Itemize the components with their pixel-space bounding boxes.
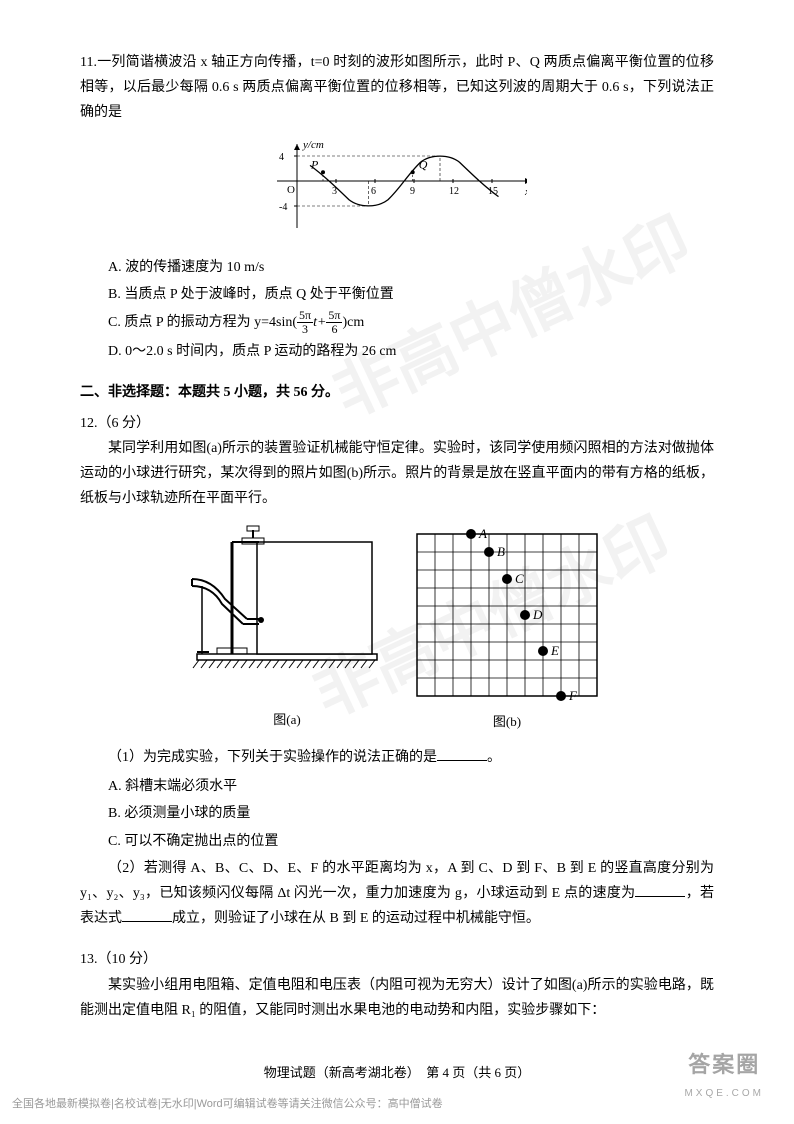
- svg-text:Q: Q: [419, 157, 428, 171]
- page-footer: 物理试题（新高考湖北卷） 第 4 页（共 6 页）: [80, 1061, 714, 1084]
- q12-fig-a-col: 图(a): [187, 524, 387, 733]
- section2-title: 二、非选择题：本题共 5 小题，共 56 分。: [80, 380, 714, 405]
- q11-chart: x/my/cm36912154-4PQO: [267, 136, 527, 236]
- svg-text:x/m: x/m: [524, 186, 527, 198]
- svg-text:C: C: [515, 571, 524, 586]
- q11-option-c: C. 质点 P 的振动方程为 y=4sin(5π3t+5π6)cm: [108, 309, 714, 336]
- q12-option-b-text: 必须测量小球的质量: [124, 806, 250, 821]
- svg-text:-4: -4: [279, 202, 287, 213]
- q12-sub2-p1: （2）若测得 A、B、C、D、E、F 的水平距离均为 x，A 到 C、D 到 F…: [80, 861, 714, 901]
- svg-text:4: 4: [279, 152, 284, 163]
- question-11: 11.一列简谐横波沿 x 轴正方向传播，t=0 时刻的波形如图所示，此时 P、Q…: [80, 50, 714, 364]
- svg-text:12: 12: [449, 186, 459, 197]
- q12-option-b: B. 必须测量小球的质量: [108, 801, 714, 826]
- q11-c-frac1-num: 5π: [297, 309, 313, 323]
- q12-option-c: C. 可以不确定抛出点的位置: [108, 829, 714, 854]
- q12-option-a-text: 斜槽末端必须水平: [125, 779, 237, 794]
- bottom-note: 全国各地最新模拟卷|名校试卷|无水印|Word可编辑试卷等请关注微信公众号：高中…: [12, 1095, 443, 1115]
- q11-c-mid: t+: [313, 315, 326, 330]
- svg-text:B: B: [497, 544, 505, 559]
- q11-chart-wrap: x/my/cm36912154-4PQO: [80, 136, 714, 245]
- svg-text:9: 9: [410, 186, 415, 197]
- q12-sub2-p3: 成立，则验证了小球在从 B 到 E 的运动过程中机械能守恒。: [172, 911, 540, 926]
- q12-points: （6 分）: [98, 416, 151, 431]
- q11-option-d: D. 0～2.0 s 时间内，质点 P 运动的路程为 26 cm: [108, 339, 714, 364]
- q11-option-d-text: 0～2.0 s 时间内，质点 P 运动的路程为 26 cm: [125, 344, 396, 359]
- q11-option-b-text: 当质点 P 处于波峰时，质点 Q 处于平衡位置: [124, 287, 393, 302]
- svg-text:D: D: [532, 607, 543, 622]
- q12-figures: 图(a) ABC D E F 图(b): [80, 524, 714, 733]
- q11-option-c-suffix: cm: [347, 315, 364, 330]
- logo-dom: MXQE.COM: [684, 1085, 764, 1103]
- svg-text:A: A: [478, 526, 487, 541]
- q13-header: 13.（10 分）: [80, 947, 714, 972]
- q11-option-a-text: 波的传播速度为 10 m/s: [125, 260, 264, 275]
- q12-option-a: A. 斜槽末端必须水平: [108, 774, 714, 799]
- q12-number: 12.: [80, 416, 98, 431]
- q13-text: 某实验小组用电阻箱、定值电阻和电压表（内阻可视为无穷大）设计了如图(a)所示的实…: [80, 973, 714, 1023]
- q11-c-frac2-den: 6: [326, 323, 342, 336]
- q11-body: 一列简谐横波沿 x 轴正方向传播，t=0 时刻的波形如图所示，此时 P、Q 两质…: [80, 55, 714, 120]
- blank-3: [122, 907, 172, 922]
- q11-number: 11.: [80, 55, 97, 70]
- q12-fig-b-col: ABC D E F 图(b): [407, 524, 607, 733]
- svg-text:y/cm: y/cm: [302, 139, 324, 151]
- q11-c-frac2-num: 5π: [326, 309, 342, 323]
- logo-bottom: 答案圈 MXQE.COM: [684, 1045, 764, 1103]
- q11-option-c-prefix: 质点 P 的振动方程为 y=4sin: [124, 315, 292, 330]
- q12-option-c-text: 可以不确定抛出点的位置: [124, 834, 278, 849]
- q13-number: 13.: [80, 952, 98, 967]
- q11-text: 11.一列简谐横波沿 x 轴正方向传播，t=0 时刻的波形如图所示，此时 P、Q…: [80, 50, 714, 126]
- q12-text: 某同学利用如图(a)所示的装置验证机械能守恒定律。实验时，该同学使用频闪照相的方…: [80, 436, 714, 512]
- q11-options: A. 波的传播速度为 10 m/s B. 当质点 P 处于波峰时，质点 Q 处于…: [80, 255, 714, 364]
- blank-1: [437, 746, 487, 761]
- svg-text:P: P: [310, 157, 319, 171]
- svg-text:O: O: [287, 184, 295, 196]
- q12-sub2: （2）若测得 A、B、C、D、E、F 的水平距离均为 x，A 到 C、D 到 F…: [80, 856, 714, 932]
- logo-ch: 答案圈: [684, 1045, 764, 1085]
- q13-points: （10 分）: [98, 952, 158, 967]
- q12-figure-a: [187, 524, 387, 704]
- q12-fig-a-label: 图(a): [187, 708, 387, 731]
- q12-options: A. 斜槽末端必须水平 B. 必须测量小球的质量 C. 可以不确定抛出点的位置: [80, 774, 714, 854]
- q12-sub1: （1）为完成实验，下列关于实验操作的说法正确的是 。: [80, 745, 714, 770]
- q12-sub1-prefix: （1）为完成实验，下列关于实验操作的说法正确的是: [108, 750, 437, 765]
- svg-text:F: F: [568, 688, 578, 703]
- svg-text:E: E: [550, 643, 559, 658]
- q11-option-a: A. 波的传播速度为 10 m/s: [108, 255, 714, 280]
- question-13: 13.（10 分） 某实验小组用电阻箱、定值电阻和电压表（内阻可视为无穷大）设计…: [80, 947, 714, 1023]
- q12-header: 12.（6 分）: [80, 411, 714, 436]
- svg-text:6: 6: [371, 186, 376, 197]
- q11-c-frac1-den: 3: [297, 323, 313, 336]
- q12-figure-b: ABC D E F: [407, 524, 607, 706]
- wave-chart: x/my/cm36912154-4PQO: [267, 136, 527, 236]
- q11-option-b: B. 当质点 P 处于波峰时，质点 Q 处于平衡位置: [108, 282, 714, 307]
- q12-sub1-suffix: 。: [487, 750, 501, 765]
- blank-2: [635, 882, 685, 897]
- q12-fig-b-label: 图(b): [407, 710, 607, 733]
- question-12: 12.（6 分） 某同学利用如图(a)所示的装置验证机械能守恒定律。实验时，该同…: [80, 411, 714, 931]
